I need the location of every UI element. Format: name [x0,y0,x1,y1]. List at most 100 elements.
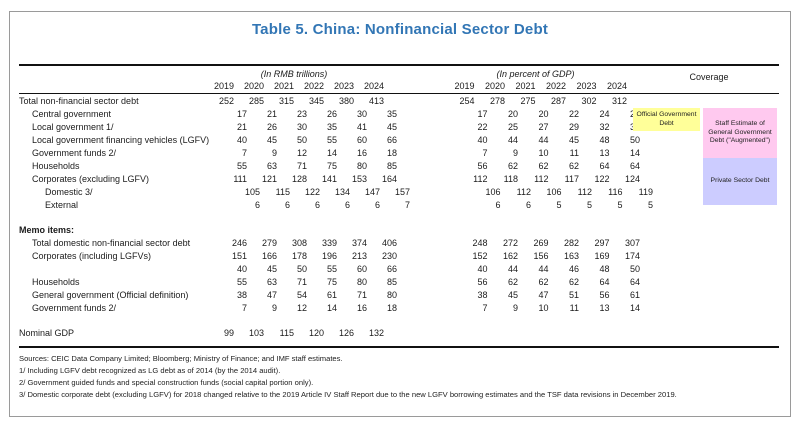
gdp-value: 302 [581,96,597,106]
gdp-value: 112 [577,187,592,197]
years-rmb-group: 2019 2020 2021 2022 2023 2024 [204,80,384,93]
rmb-value: 45 [266,135,277,145]
rmb-value: 54 [296,290,307,300]
rmb-value: 285 [248,96,264,106]
footnote-line: 2/ Government guided funds and special c… [19,378,314,387]
rmb-value [204,224,234,237]
gdp-value: 64 [599,161,610,171]
rmb-value: 339 [321,238,337,248]
gdp-value: 61 [629,290,640,300]
column-gap [397,121,457,134]
rmb-value [234,224,264,237]
gdp-value: 152 [472,251,488,261]
gdp-value: 62 [507,161,518,171]
column-gap [397,276,457,289]
rmb-value: 14 [326,148,337,158]
gdp-value: 312 [611,96,627,106]
gdp-value: 44 [507,264,518,274]
divider-top-rule [19,64,779,66]
column-gap [384,224,444,237]
gdp-value: 56 [599,290,610,300]
rmb-value: 134 [334,187,350,197]
gdp-value: 287 [550,96,566,106]
gdp-value: 56 [477,277,488,287]
year-label: 2021 [273,81,294,91]
column-gap [397,108,457,121]
gdp-value: 45 [507,290,518,300]
rmb-value: 71 [296,161,307,171]
rmb-value: 7 [404,200,410,210]
column-gap [397,302,457,315]
column-gap [397,160,457,173]
gdp-value [505,327,536,340]
gdp-value: 7 [482,148,488,158]
row-label: Total non-financial sector debt [19,96,139,106]
gdp-value: 29 [568,122,579,132]
column-gap [384,327,444,340]
gdp-value: 27 [538,122,549,132]
rmb-value: 75 [326,277,337,287]
group-header-row: (In RMB trillions) (In percent of GDP) [19,68,779,80]
rmb-value: 279 [261,238,277,248]
rmb-value: 315 [278,96,294,106]
rmb-value: 71 [296,277,307,287]
rmb-value: 120 [308,328,324,338]
rmb-value: 85 [386,277,397,287]
rmb-value: 55 [236,277,247,287]
gdp-value: 56 [477,161,488,171]
gdp-value: 38 [477,290,488,300]
rmb-value: 178 [291,251,307,261]
gdp-value: 9 [512,148,518,158]
gdp-value: 64 [629,277,640,287]
table-body: Total non-financial sector debt 252 285 315… [19,95,779,340]
rmb-value: 63 [266,161,277,171]
rmb-value: 132 [368,328,384,338]
gdp-value: 11 [569,148,579,158]
rmb-value: 345 [308,96,324,106]
gdp-value: 5 [586,200,592,210]
debt-table: (In RMB trillions) (In percent of GDP) C… [19,64,781,350]
gdp-value: 7 [482,303,488,313]
rmb-value: 157 [394,187,410,197]
rmb-value: 9 [271,303,277,313]
column-gap [384,95,444,108]
coverage-box-private-sector-debt: Private Sector Debt [703,158,777,205]
rmb-value: 26 [326,109,337,119]
column-gap [410,199,470,212]
gdp-value: 14 [629,148,640,158]
rmb-value: 115 [275,187,290,197]
years-gap [384,80,444,93]
row-label [19,263,217,276]
year-label: 2022 [303,81,324,91]
divider-bottom-rule [19,346,779,348]
rmb-value: 6 [254,200,260,210]
table-row: Local government financing vehicles (LGF… [19,134,779,147]
gdp-value: 45 [568,135,579,145]
rmb-value: 111 [233,174,247,184]
rmb-value: 16 [356,303,367,313]
row-label: Memo items: [19,225,75,235]
rmb-value: 40 [236,264,247,274]
footnote-line: 1/ Including LGFV debt recognized as LG … [19,366,281,375]
rmb-value: 80 [386,290,397,300]
rmb-value: 308 [291,238,307,248]
coverage-column-header: Coverage [689,72,729,82]
gdp-value [475,224,506,237]
gdp-value: 14 [629,303,640,313]
gdp-value: 162 [502,251,518,261]
gdp-value: 46 [568,264,579,274]
year-label: 2022 [545,81,566,91]
gdp-value: 44 [507,135,518,145]
gdp-value: 118 [503,174,518,184]
rmb-value: 374 [351,238,367,248]
row-label: Corporates (excluding LGFV) [32,174,150,184]
rmb-value: 246 [231,238,247,248]
rmb-value: 380 [338,96,354,106]
rmb-value: 55 [326,264,337,274]
rmb-value [264,224,294,237]
coverage-box-staff-estimate-augmented: Staff Estimate of General Government Deb… [703,108,777,158]
row-label: Corporates (including LGFVs) [32,251,152,261]
rmb-value: 21 [266,109,277,119]
column-gap [410,186,470,199]
rmb-value: 80 [356,277,367,287]
